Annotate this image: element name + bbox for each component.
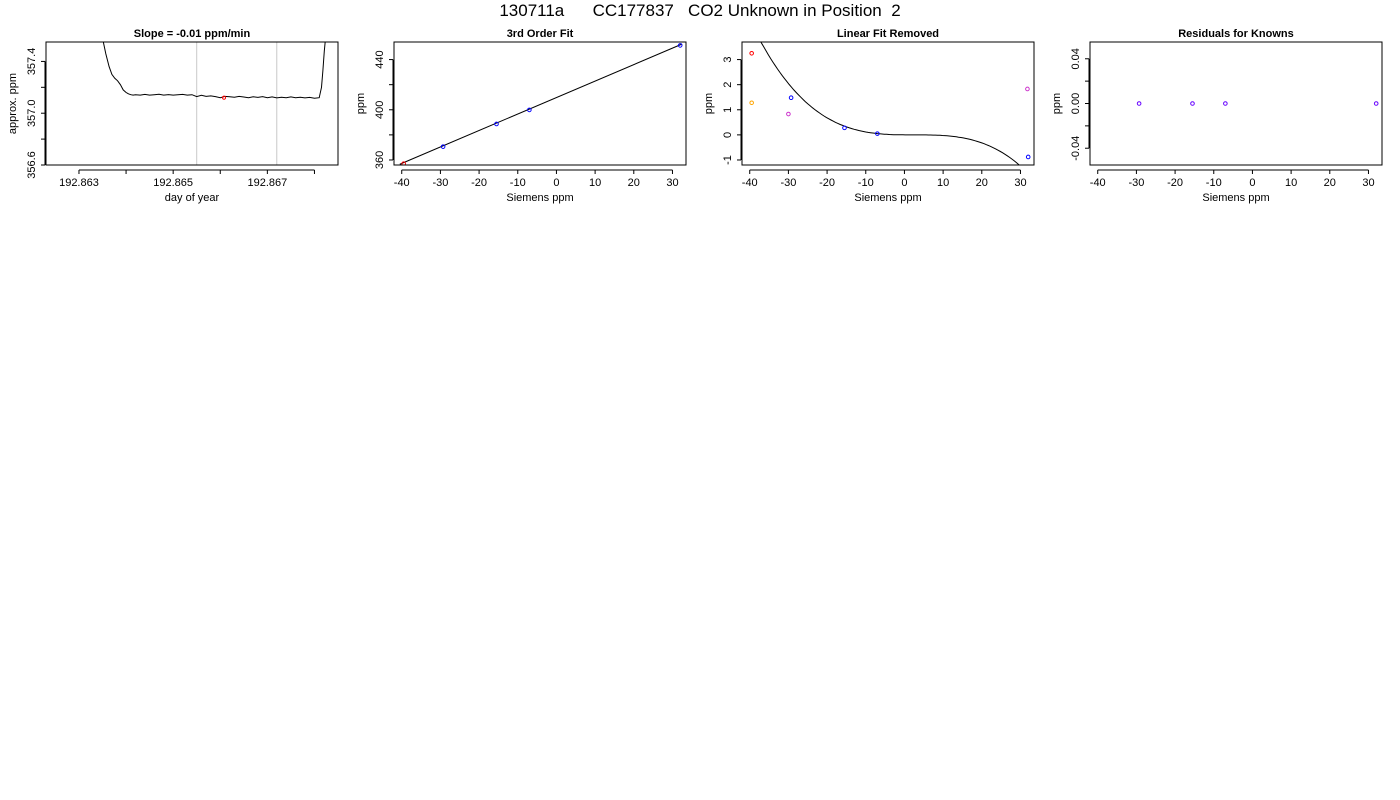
chart-title: 3rd Order Fit xyxy=(507,28,574,40)
x-tick-label: -40 xyxy=(742,177,758,189)
fit-line xyxy=(399,43,683,165)
x-tick-label: -30 xyxy=(432,177,448,189)
data-point xyxy=(1136,101,1142,106)
x-tick-label: 10 xyxy=(937,177,949,189)
data-point xyxy=(494,121,499,127)
slope-chart: Slope = -0.01 ppm/min 192.863 192.865 192.8… xyxy=(7,28,339,204)
x-tick-label: 10 xyxy=(1285,177,1297,189)
x-tick-label: -40 xyxy=(394,177,410,189)
x-tick-label: 20 xyxy=(628,177,640,189)
y-tick-label: 440 xyxy=(374,50,386,68)
data-point xyxy=(875,131,880,136)
y-axis-label: approx. ppm xyxy=(7,73,19,134)
x-axis-label: Siemens ppm xyxy=(854,192,921,204)
plot-area xyxy=(749,42,1031,165)
x-tick-label: 20 xyxy=(976,177,988,189)
x-tick-label: 192.865 xyxy=(153,177,193,189)
x-axis-label: day of year xyxy=(165,192,220,204)
residuals-chart: Residuals for Knowns -40 -30 -20 -10 0 10 20 30 S… xyxy=(1051,28,1383,204)
data-point xyxy=(786,111,791,117)
x-tick-label: 0 xyxy=(901,177,907,189)
x-tick-label: -20 xyxy=(471,177,487,189)
plot-area xyxy=(102,42,326,165)
x-tick-label: 192.867 xyxy=(247,177,287,189)
x-tick-label: 30 xyxy=(1014,177,1026,189)
data-point xyxy=(1025,86,1030,92)
x-tick-label: -10 xyxy=(858,177,874,189)
chart-title: Residuals for Knowns xyxy=(1178,28,1294,40)
fit-curve xyxy=(760,42,1021,165)
plot-area xyxy=(1136,101,1379,106)
data-point xyxy=(1025,154,1031,160)
y-tick-label: -1 xyxy=(722,155,734,165)
y-axis-label: ppm xyxy=(1051,93,1063,114)
x-tick-label: 20 xyxy=(1324,177,1336,189)
plot-frame xyxy=(45,41,339,166)
plot-frame xyxy=(741,41,1035,166)
figure-title: 130711a CC177837 CO2 Unknown in Position… xyxy=(499,1,901,20)
x-tick-label: -40 xyxy=(1090,177,1106,189)
data-point xyxy=(749,50,754,56)
data-point xyxy=(677,43,683,48)
chart-panel-slope: Slope = -0.01 ppm/min 192.863 192.865 192.8… xyxy=(0,24,345,214)
x-tick-label: 0 xyxy=(1249,177,1255,189)
data-point xyxy=(401,161,406,165)
data-point xyxy=(527,107,532,113)
data-line xyxy=(102,42,326,99)
y-tick-label: 1 xyxy=(722,107,734,113)
y-tick-label: 0 xyxy=(722,132,734,138)
y-axis-label: ppm xyxy=(355,93,367,114)
x-tick-label: -20 xyxy=(819,177,835,189)
data-point xyxy=(749,100,754,106)
x-tick-label: 10 xyxy=(589,177,601,189)
x-tick-label: 30 xyxy=(1362,177,1374,189)
x-tick-label: -10 xyxy=(510,177,526,189)
x-tick-label: 30 xyxy=(666,177,678,189)
y-axis-label: ppm xyxy=(703,93,715,114)
chart-panel-third-order-fit: 3rd Order Fit -40 -30 -20 -10 0 10 20 30 Siemens … xyxy=(348,24,693,214)
highlight-marker xyxy=(221,95,227,100)
x-axis-label: Siemens ppm xyxy=(506,192,573,204)
y-tick-label: 357.0 xyxy=(26,99,38,127)
y-tick-label: 3 xyxy=(722,57,734,63)
y-tick-label: 0.04 xyxy=(1070,48,1082,69)
third-order-fit-chart: 3rd Order Fit -40 -30 -20 -10 0 10 20 30 Siemens … xyxy=(355,28,687,204)
linear-fit-removed-chart: Linear Fit Removed-40 -30 -20 -10 0 10 20 30Sie… xyxy=(703,28,1035,204)
chart-title: Linear Fit Removed xyxy=(837,28,939,40)
x-tick-label: -30 xyxy=(1128,177,1144,189)
y-tick-label: 356.6 xyxy=(26,151,38,179)
x-tick-label: -20 xyxy=(1167,177,1183,189)
plot-frame xyxy=(1089,41,1383,166)
data-point xyxy=(440,144,446,149)
chart-title: Slope = -0.01 ppm/min xyxy=(134,28,251,40)
y-tick-label: 0.00 xyxy=(1070,93,1082,114)
x-tick-label: -10 xyxy=(1206,177,1222,189)
x-tick-label: -30 xyxy=(780,177,796,189)
plot-frame xyxy=(393,41,687,166)
y-tick-label: 360 xyxy=(374,151,386,169)
chart-panel-linear-fit-removed: Linear Fit Removed -40 -30 -20 -10 0 10 20 30 Sie… xyxy=(696,24,1041,214)
data-point xyxy=(1373,101,1379,106)
chart-panel-residuals: Residuals for Knowns -40 -30 -20 -10 0 10 20 30 S… xyxy=(1044,24,1389,214)
x-axis-label: Siemens ppm xyxy=(1202,192,1269,204)
data-point xyxy=(788,95,794,101)
y-tick-label: -0.04 xyxy=(1070,136,1082,161)
data-point xyxy=(1223,101,1228,106)
data-point xyxy=(1190,101,1195,106)
plot-area xyxy=(399,43,683,165)
data-point xyxy=(842,125,847,131)
x-tick-label: 0 xyxy=(553,177,559,189)
y-tick-label: 400 xyxy=(374,101,386,119)
x-tick-label: 192.863 xyxy=(59,177,99,189)
y-tick-label: 357.4 xyxy=(26,48,38,76)
y-tick-label: 2 xyxy=(722,82,734,88)
